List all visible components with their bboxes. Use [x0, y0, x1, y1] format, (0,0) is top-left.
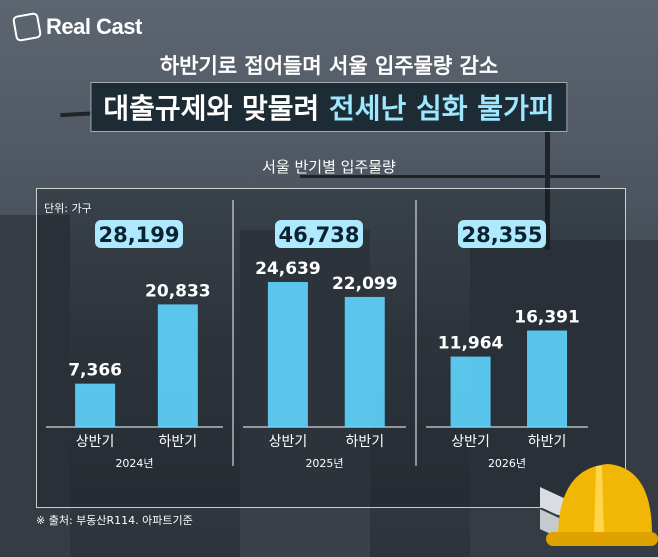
bar	[527, 330, 568, 427]
total-badge	[275, 220, 363, 248]
bar	[157, 304, 198, 427]
crane-arm	[300, 175, 600, 178]
total-label: 28,199	[98, 223, 179, 247]
headline-part1: 대출규제와 맞물려	[103, 92, 320, 125]
subtitle: 하반기로 접어들며 서울 입주물량 감소	[159, 54, 499, 78]
year-label: 2025년	[305, 457, 343, 470]
total-badge	[458, 220, 546, 248]
value-label: 22,099	[332, 274, 398, 294]
category-label: 하반기	[345, 434, 384, 450]
value-label: 20,833	[145, 281, 211, 301]
value-label: 16,391	[514, 308, 580, 328]
value-label: 7,366	[68, 361, 122, 381]
category-label: 상반기	[76, 434, 115, 450]
category-label: 하반기	[528, 434, 567, 450]
value-label: 24,639	[255, 259, 321, 279]
pipes-icon	[540, 474, 569, 535]
source-note: ※ 출처: 부동산R114. 아파트기준	[36, 514, 193, 527]
bar	[75, 383, 116, 427]
total-badge	[95, 220, 183, 248]
background-building	[0, 215, 70, 557]
bar	[267, 282, 308, 427]
bar	[450, 356, 491, 427]
value-label: 11,964	[438, 334, 504, 354]
chart-title: 서울 반기별 입주물량	[262, 158, 396, 176]
year-label: 2024년	[115, 457, 153, 470]
year-label: 2026년	[488, 457, 526, 470]
hard-hat-icon	[540, 464, 658, 546]
brand-name: Real Cast	[46, 14, 142, 39]
category-label: 상반기	[269, 434, 308, 450]
bar	[344, 296, 385, 427]
brand-logo: Real Cast	[11, 11, 142, 43]
category-label: 상반기	[451, 434, 490, 450]
category-label: 하반기	[159, 434, 198, 450]
total-label: 28,355	[461, 223, 542, 247]
crane-tower	[545, 130, 550, 250]
headline: 대출규제와 맞물려 전세난 심화 불가피	[90, 82, 568, 132]
unit-label: 단위: 가구	[44, 202, 92, 215]
headline-part2: 전세난 심화 불가피	[329, 92, 555, 125]
total-label: 46,738	[278, 223, 359, 247]
